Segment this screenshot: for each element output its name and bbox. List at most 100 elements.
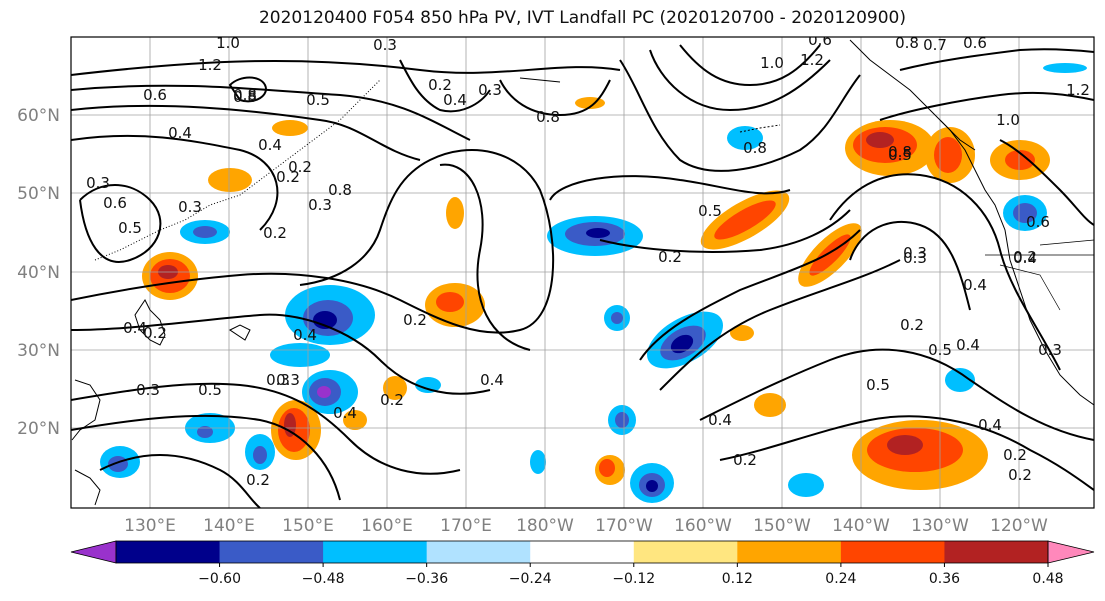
pv-contour-label: 0.4 [333,404,357,422]
pv-contour-label: 0.2 [658,248,682,266]
pv-contour-label: 0.5 [698,202,722,220]
colorbar-bin [116,541,221,563]
colorbar-tick-label: −0.12 [612,571,655,587]
longitude-label: 150°E [282,516,334,536]
pv-contour-label: 1.0 [216,34,240,52]
pv-contour-label: 0.2 [276,168,300,186]
longitude-label: 170°W [595,516,653,536]
pv-contour-label: 0.5 [888,146,912,164]
pv-contour-label: 0.8 [233,88,257,106]
pv-contour-label: 0.8 [328,181,352,199]
pv-contour-label: 0.8 [536,108,560,126]
pv-contour-label: 0.6 [1026,213,1050,231]
pv-contour-label: 1.2 [1066,81,1090,99]
pv-contour-label: 0.4 [956,336,980,354]
pv-contour-label: 1.2 [800,51,824,69]
longitude-label: 130°W [911,516,969,536]
pv-contour-label: 0.2 [1008,466,1032,484]
colorbar-tick-label: 0.12 [722,571,753,587]
coastlines [71,39,1094,506]
pv-contour-label: 0.4 [168,124,192,142]
pv-contour-label: 0.3 [178,198,202,216]
colorbar-bin [219,541,324,563]
latitude-label: 30°N [17,341,60,361]
colorbar-frame [115,540,1049,564]
pv-contour-label: 0.6 [963,34,987,52]
longitude-label: 140°W [832,516,890,536]
colorbar-bin [530,541,635,563]
longitude-label: 130°E [124,516,176,536]
ivt-shading-layer [100,63,1087,503]
map-frame [70,36,1095,509]
latitude-label: 50°N [17,184,60,204]
longitude-axis: 130°E 140°E 150°E 160°E 170°E 180°W 170°W 160°W… [124,516,1048,536]
longitude-label: 120°W [990,516,1048,536]
pv-contour-label: 0.4 [480,371,504,389]
colorbar-extension-high [1047,540,1095,564]
longitude-label: 180°W [516,516,574,536]
longitude-label: 160°W [674,516,732,536]
pv-contour-label: 0.2 [380,391,404,409]
colorbar-extension-low [70,540,117,564]
pv-contour-label: 0.2 [143,324,167,342]
longitude-label: 170°E [440,516,492,536]
colorbar-bin [633,541,738,563]
colorbar-tick-label: −0.60 [198,571,241,587]
colorbar-tick-label: −0.24 [509,571,552,587]
pv-contour-label: 0.5 [928,341,952,359]
pv-contour-label: 0.5 [198,381,222,399]
pv-contour-label: 0.3 [903,244,927,262]
colorbar-tick-label: −0.48 [302,571,345,587]
pv-contour-label: 0.8 [888,143,912,161]
map-panel: 1.21.00.80.60.40.80.40.60.50.30.20.80.30… [70,31,1095,509]
pv-contour-label: 0.4 [708,411,732,429]
pv-contour-label: 0.3 [478,81,502,99]
colorbar-bin [426,541,531,563]
latitude-axis: 60°N 50°N 40°N 30°N 20°N [17,106,60,439]
pv-contour-label: 0.3 [276,371,300,389]
pv-contour-label: 0.3 [373,36,397,54]
pv-contour-label: 0.6 [143,86,167,104]
pv-contour-label: 0.3 [136,381,160,399]
pv-contour-label: 0.4 [443,91,467,109]
pv-contour-label: 0.2 [288,158,312,176]
pv-contour-label: 0.4 [258,136,282,154]
colorbar-bin [944,541,1049,563]
pv-contour-label: 0.3 [1038,341,1062,359]
pv-contour-label: 0.2 [246,471,270,489]
colorbar-tick-label: 0.24 [825,571,856,587]
pv-contour-labels: 1.21.00.80.60.40.80.40.60.50.30.20.80.30… [86,31,1090,489]
pv-contour-label: 0.2 [733,451,757,469]
pv-contour-label: 0.4 [1013,249,1037,267]
longitude-label: 160°E [361,516,413,536]
pv-contour-label: 0.3 [266,371,290,389]
colorbar-bin [323,541,428,563]
pv-contour-label: 0.2 [1013,248,1037,266]
pv-contour-label: 0.3 [86,174,110,192]
pv-contour-label: 0.7 [923,36,947,54]
graticule [71,37,1094,508]
pv-contour-label: 1.0 [996,111,1020,129]
pv-contour-label: 0.8 [743,139,767,157]
latitude-label: 40°N [17,263,60,283]
pv-contour-label: 0.4 [293,326,317,344]
pv-contour-label: 0.6 [808,31,832,49]
pv-contour-label: 0.3 [308,196,332,214]
pv-contour-label: 0.8 [895,34,919,52]
pv-contour-label: 0.2 [1003,446,1027,464]
pv-contour-label: 0.6 [103,194,127,212]
pv-contour-label: 0.4 [978,416,1002,434]
pv-contour-label: 0.4 [123,319,147,337]
colorbar-bin [840,541,945,563]
pv-contour-label: 0.5 [118,219,142,237]
pv-contour-label: 0.2 [263,224,287,242]
latitude-label: 20°N [17,419,60,439]
colorbar-tick-label: −0.36 [405,571,448,587]
pv-contour-label: 0.5 [866,376,890,394]
colorbar-bin [737,541,842,563]
pv-contour-label: 0.2 [900,316,924,334]
colorbar: −0.60 −0.48 −0.36 −0.24 −0.12 0.12 0.24 0.36 0.4… [70,540,1095,587]
pv-contour-label: 0.2 [428,76,452,94]
colorbar-tick-label: 0.48 [1032,571,1063,587]
